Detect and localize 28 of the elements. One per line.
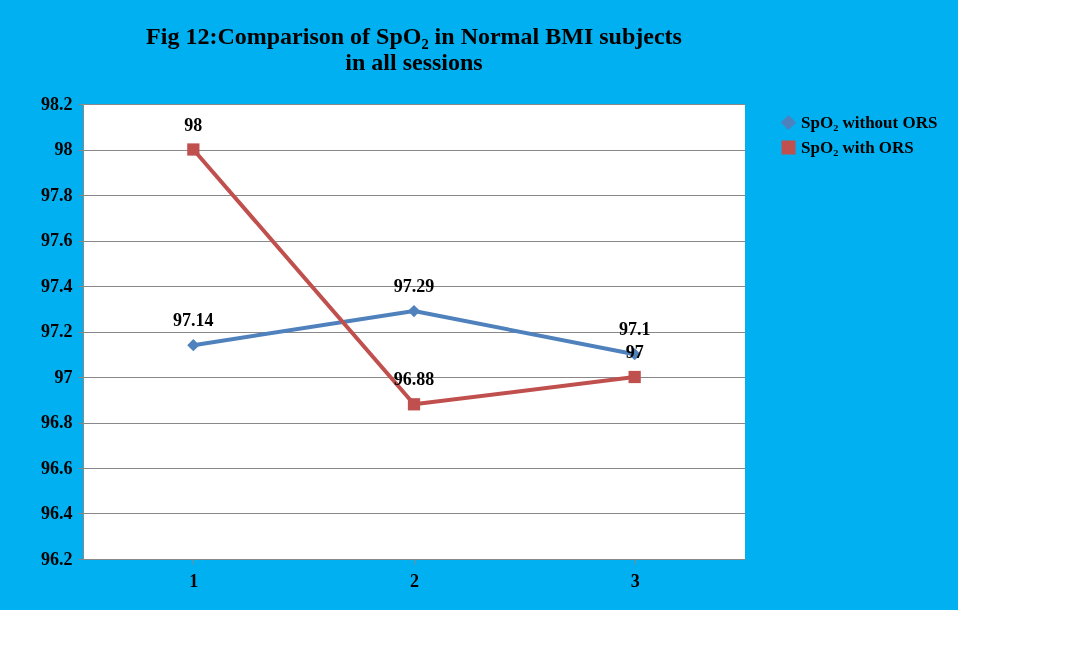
data-label: 97.14: [173, 310, 214, 331]
y-tick-label: 96.4: [41, 503, 73, 523]
point: [187, 339, 200, 352]
x-tick-label: 3: [630, 570, 640, 591]
y-tick-label: 96.8: [41, 412, 73, 432]
legend-label: SpO₂ without ORS: [801, 112, 938, 132]
data-label: 97: [625, 342, 644, 362]
y-tick-label: 97.4: [41, 275, 73, 296]
point: [187, 143, 200, 156]
y-tick-label: 98: [54, 139, 73, 159]
y-tick-label: 98.2: [41, 93, 73, 114]
data-label: 98: [184, 114, 203, 135]
point: [407, 304, 421, 318]
y-tick-label: 96.2: [41, 548, 73, 569]
y-tick-label: 97.2: [41, 321, 73, 341]
x-tick-label: 1: [189, 570, 199, 591]
y-tick-label: 97.6: [41, 230, 73, 250]
y-tick-label: 97.8: [41, 184, 73, 205]
legend-label: SpO₂ with ORS: [801, 137, 914, 157]
chart-title: Fig 12:Comparison of SpO₂ in Normal BMI subjects in all sessions: [146, 23, 682, 75]
point: [407, 398, 421, 411]
point: [628, 370, 641, 384]
y-tick-label: 97: [54, 366, 73, 387]
data-label: 97.29: [393, 276, 435, 297]
y-tick-label: 96.6: [41, 457, 73, 478]
data-label: 96.88: [393, 369, 435, 390]
data-label: 97.1: [618, 319, 651, 340]
x-tick-label: 2: [410, 570, 419, 591]
